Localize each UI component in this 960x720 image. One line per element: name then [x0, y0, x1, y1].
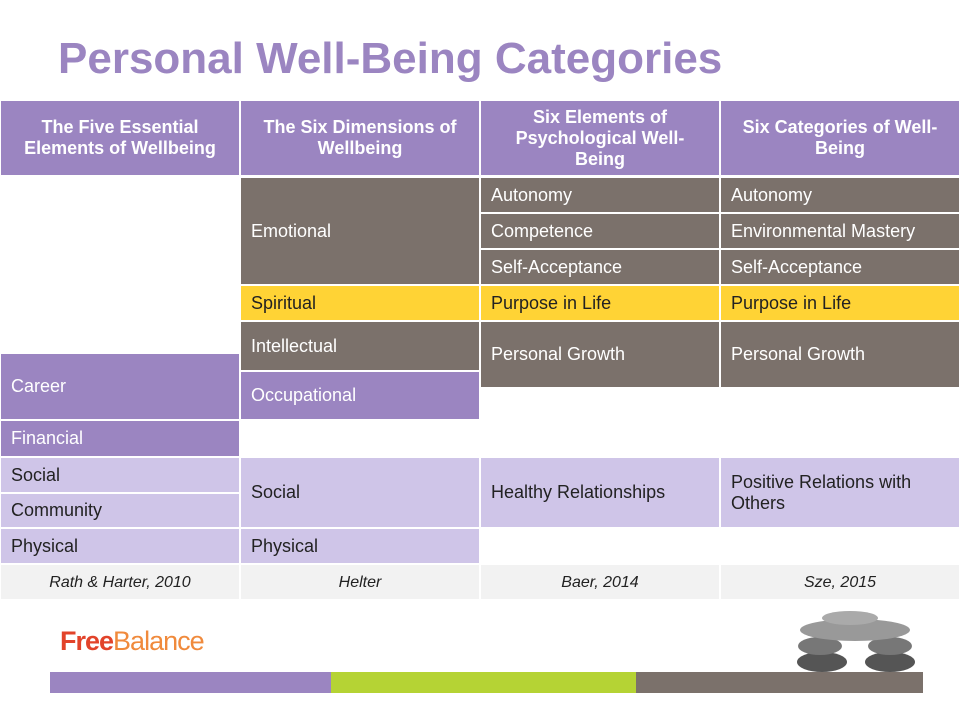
stone — [865, 652, 915, 672]
stone — [797, 652, 847, 672]
cell: Competence — [480, 213, 720, 249]
footer-bar — [50, 672, 331, 693]
cell: Autonomy — [480, 177, 720, 213]
cell: Purpose in Life — [720, 285, 960, 321]
cell: Social — [0, 457, 240, 493]
cell: Social — [240, 457, 480, 528]
cell: Healthy Relationships — [480, 457, 720, 528]
cell: Occupational — [240, 371, 480, 420]
source: Baer, 2014 — [480, 564, 720, 600]
stone — [798, 637, 842, 655]
column-header: Six Elements of Psychological Well-Being — [480, 100, 720, 176]
logo: FreeBalance — [60, 626, 205, 657]
column-header: Six Categories of Well-Being — [720, 100, 960, 176]
cell: Emotional — [240, 177, 480, 285]
cell: Spiritual — [240, 285, 480, 321]
cell: Career — [0, 353, 240, 420]
cell: Purpose in Life — [480, 285, 720, 321]
logo-text: Free — [60, 626, 114, 656]
footer-bar — [331, 672, 636, 693]
cell: Positive Relations with Others — [720, 457, 960, 528]
column-header: The Five Essential Elements of Wellbeing — [0, 100, 240, 176]
source: Helter — [240, 564, 480, 600]
cell: Environmental Mastery — [720, 213, 960, 249]
cell: Physical — [0, 528, 240, 564]
cell: Financial — [0, 420, 240, 457]
stone — [800, 619, 910, 641]
cell: Intellectual — [240, 321, 480, 371]
cell: Community — [0, 493, 240, 528]
cell: Self-Acceptance — [720, 249, 960, 285]
cell: Autonomy — [720, 177, 960, 213]
cell: Personal Growth — [480, 321, 720, 388]
column-header: The Six Dimensions of Wellbeing — [240, 100, 480, 176]
stone — [868, 637, 912, 655]
cell: Personal Growth — [720, 321, 960, 388]
source: Sze, 2015 — [720, 564, 960, 600]
cell: Physical — [240, 528, 480, 564]
logo-text: Balance — [113, 626, 205, 656]
cell: Self-Acceptance — [480, 249, 720, 285]
slide-title: Personal Well-Being Categories — [58, 34, 723, 83]
source: Rath & Harter, 2010 — [0, 564, 240, 600]
stones-image — [797, 611, 915, 672]
footer-bar — [636, 672, 923, 693]
stone — [822, 611, 878, 625]
